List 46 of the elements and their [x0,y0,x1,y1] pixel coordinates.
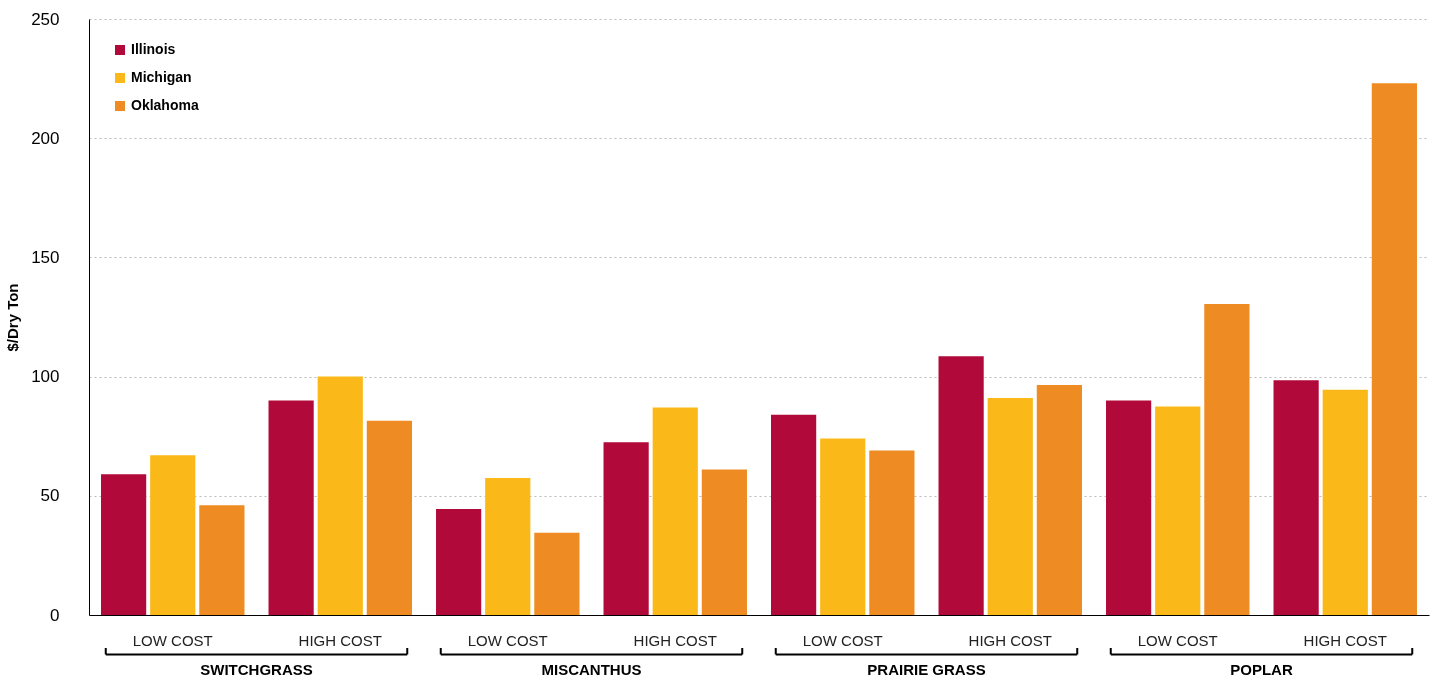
bar [1155,406,1201,615]
bar [987,398,1033,615]
bar [101,474,147,615]
y-axis-title: $/Dry Ton [4,283,22,352]
bar [652,407,698,615]
bar [1273,380,1319,615]
text: MISCANTHUS [541,661,642,678]
y-tick-label: 100 [31,367,60,387]
bar [1204,303,1250,615]
x-tick-label: HIGH COST [298,631,382,649]
bar [1322,389,1368,615]
bar [150,455,196,615]
bar [820,438,866,615]
bar [603,442,649,615]
bar [771,414,817,615]
x-tick-label: HIGH COST [1303,631,1387,649]
bar [1106,400,1152,615]
y-tick-label: 250 [31,9,60,29]
legend-label: Michigan [131,69,192,85]
x-tick-label: HIGH COST [968,631,1052,649]
text: PRAIRIE GRASS [867,661,986,678]
x-tick-label: LOW COST [132,631,213,649]
x-tick-label: LOW COST [1137,631,1218,649]
bar [1036,384,1082,615]
legend-label: Oklahoma [131,97,199,113]
x-tick-label: HIGH COST [633,631,717,649]
y-tick-label: 50 [40,486,60,506]
bar [268,400,314,615]
bar [485,477,531,615]
y-tick-label: 200 [31,128,60,148]
y-tick-label: 150 [31,247,60,267]
bar [366,420,412,615]
bar [938,356,984,615]
bar [869,450,915,615]
bar [534,532,580,615]
legend-label: Illinois [131,41,176,57]
x-tick-label: LOW COST [467,631,548,649]
y-tick-label: 0 [50,605,60,625]
bar [199,505,245,615]
bar [317,376,363,615]
bar [436,508,482,615]
x-tick-label: LOW COST [802,631,883,649]
bar [1371,83,1417,615]
text: SWITCHGRASS [200,661,313,678]
text: POPLAR [1230,661,1293,678]
bar [701,469,747,615]
